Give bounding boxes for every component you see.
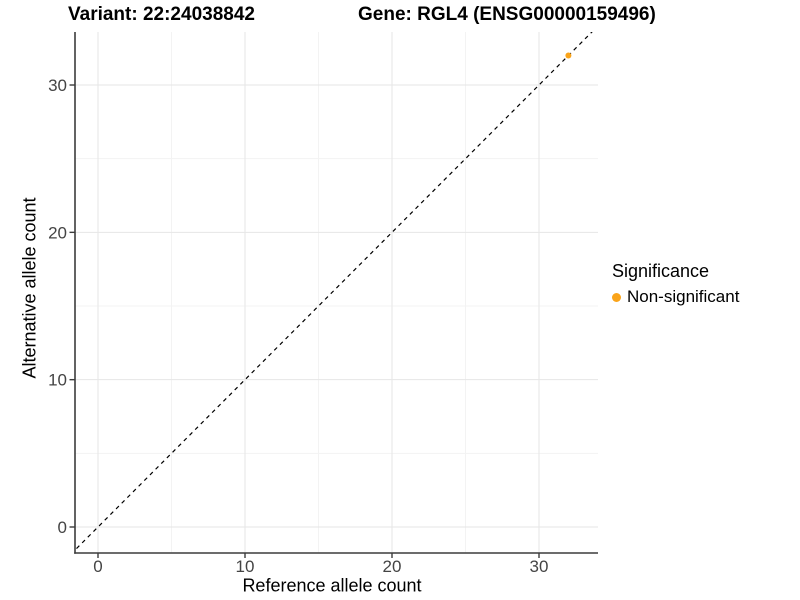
y-tick-label: 20 xyxy=(48,223,67,242)
x-tick-label: 30 xyxy=(530,557,549,576)
x-tick-label: 10 xyxy=(236,557,255,576)
x-tick-label: 0 xyxy=(93,557,102,576)
axis-ticks-and-labels: 0 10 20 30 0 10 20 30 xyxy=(48,76,548,576)
axis-lines xyxy=(74,32,598,554)
legend-title: Significance xyxy=(612,261,710,281)
legend-key-dot-icon xyxy=(612,292,621,302)
legend-item-label: Non-significant xyxy=(627,287,740,306)
identity-dashed-line xyxy=(75,32,593,551)
gridlines-minor xyxy=(75,32,598,553)
x-axis-title: Reference allele count xyxy=(242,575,422,596)
legend: Significance Non-significant xyxy=(612,261,739,307)
x-tick-label: 20 xyxy=(383,557,402,576)
y-tick-label: 0 xyxy=(58,518,67,537)
y-tick-label: 30 xyxy=(48,76,67,95)
y-tick-label: 10 xyxy=(48,371,67,390)
variant-title: Variant: 22:24038842 xyxy=(68,4,255,25)
legend-item-non-significant: Non-significant xyxy=(612,287,739,307)
gene-title: Gene: RGL4 (ENSG00000159496) xyxy=(358,4,656,25)
gridlines-major xyxy=(75,32,598,553)
data-point xyxy=(565,52,572,59)
